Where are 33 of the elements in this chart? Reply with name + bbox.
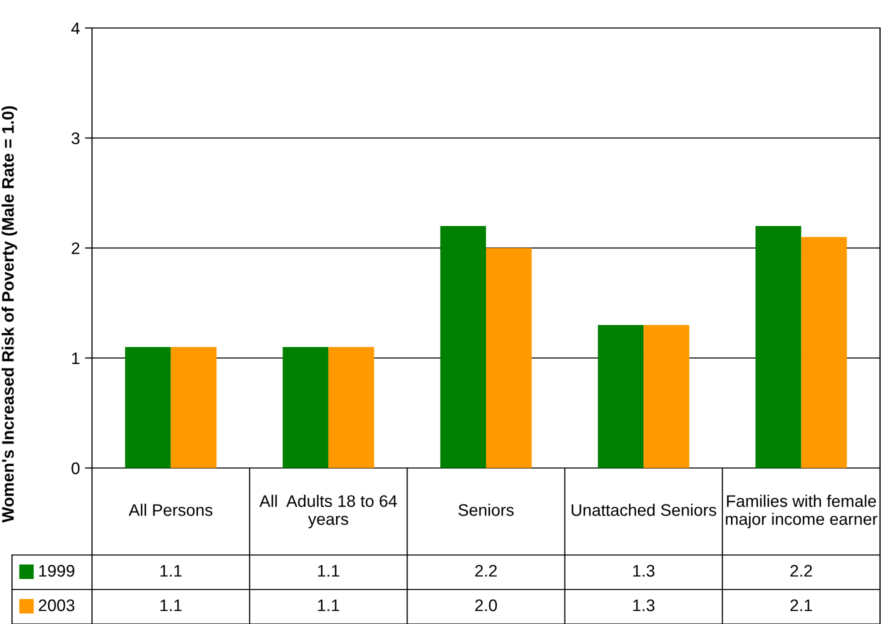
y-tick-label: 2 bbox=[72, 242, 80, 254]
data-label: 1.3 bbox=[633, 564, 654, 577]
bar bbox=[644, 325, 690, 468]
data-label: 1.1 bbox=[160, 600, 182, 612]
data-label: 1.1 bbox=[160, 565, 182, 577]
data-label: 1.1 bbox=[318, 600, 340, 612]
data-label: 2.2 bbox=[790, 564, 812, 577]
legend-label: 2003 bbox=[38, 599, 74, 612]
bar bbox=[328, 347, 374, 468]
legend-label: 1999 bbox=[39, 564, 74, 577]
data-label: 2.2 bbox=[475, 564, 497, 577]
bar bbox=[598, 325, 644, 468]
bar bbox=[440, 226, 486, 468]
x-tick-label: Families with female major income earner bbox=[726, 494, 878, 528]
x-tick-label: All Adults 18 to 64 years bbox=[259, 494, 397, 528]
data-label: 1.3 bbox=[633, 599, 654, 612]
y-tick-label: 1 bbox=[72, 352, 80, 364]
bar bbox=[801, 237, 847, 468]
data-label: 2.1 bbox=[790, 599, 812, 612]
data-label: 2.0 bbox=[475, 599, 497, 612]
x-tick-label: Unattached Seniors bbox=[572, 504, 716, 516]
y-tick-label: 4 bbox=[71, 22, 80, 34]
bar bbox=[486, 248, 532, 468]
bar bbox=[125, 347, 171, 468]
bar bbox=[755, 226, 802, 468]
x-tick-label: Seniors bbox=[458, 504, 514, 516]
bar bbox=[282, 347, 328, 468]
data-label: 1.1 bbox=[318, 565, 340, 577]
y-tick-label: 0 bbox=[72, 462, 80, 474]
y-tick-label: 3 bbox=[72, 132, 80, 144]
x-tick-label: All Persons bbox=[128, 504, 212, 516]
y-axis-title: Women's Increased Risk of Poverty (Male Rate = 1.0) bbox=[2, 106, 18, 523]
bar bbox=[170, 347, 217, 468]
